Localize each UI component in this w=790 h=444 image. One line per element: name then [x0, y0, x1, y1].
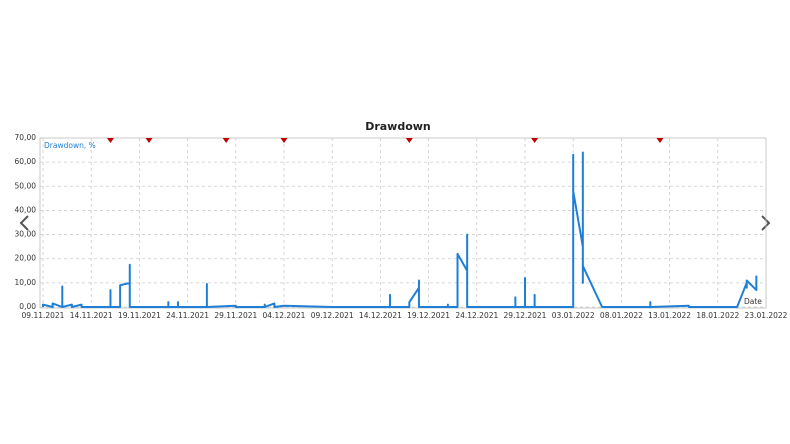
x-tick-label: 24.12.2021	[455, 311, 498, 320]
y-tick-label: 0,00	[19, 302, 36, 311]
y-tick-label: 10,00	[15, 278, 37, 287]
y-tick-label: 60,00	[15, 157, 37, 166]
event-marker	[106, 138, 114, 143]
x-tick-label: 13.01.2022	[648, 311, 691, 320]
y-tick-label: 40,00	[15, 205, 37, 214]
y-tick-label: 50,00	[15, 181, 37, 190]
event-marker	[145, 138, 153, 143]
y-tick-label: 30,00	[15, 230, 37, 239]
x-tick-label: 09.11.2021	[22, 311, 65, 320]
y-tick-label: 70,00	[15, 133, 37, 142]
prev-arrow[interactable]	[19, 215, 29, 231]
x-tick-label: 14.12.2021	[359, 311, 402, 320]
x-tick-label: 19.11.2021	[118, 311, 161, 320]
x-tick-label: 04.12.2021	[263, 311, 306, 320]
x-tick-label: 29.11.2021	[214, 311, 257, 320]
x-tick-label: 08.01.2022	[600, 311, 643, 320]
x-tick-label: 09.12.2021	[311, 311, 354, 320]
x-tick-label: 03.01.2022	[552, 311, 595, 320]
x-tick-label: 19.12.2021	[407, 311, 450, 320]
x-tick-label: 18.01.2022	[696, 311, 739, 320]
event-marker	[656, 138, 664, 143]
y-tick-label: 20,00	[15, 254, 37, 263]
x-tick-label: 23.01.2022	[745, 311, 788, 320]
event-marker	[280, 138, 288, 143]
chart-title: Drawdown	[365, 120, 431, 133]
line	[42, 151, 758, 308]
event-marker	[531, 138, 539, 143]
x-axis-label: Date	[744, 297, 762, 306]
legend-entry: Drawdown, %	[44, 141, 96, 150]
x-tick-label: 29.12.2021	[504, 311, 547, 320]
x-tick-label: 24.11.2021	[166, 311, 209, 320]
next-arrow[interactable]	[761, 215, 771, 231]
x-tick-label: 14.11.2021	[70, 311, 113, 320]
event-marker	[222, 138, 230, 143]
event-marker	[405, 138, 413, 143]
